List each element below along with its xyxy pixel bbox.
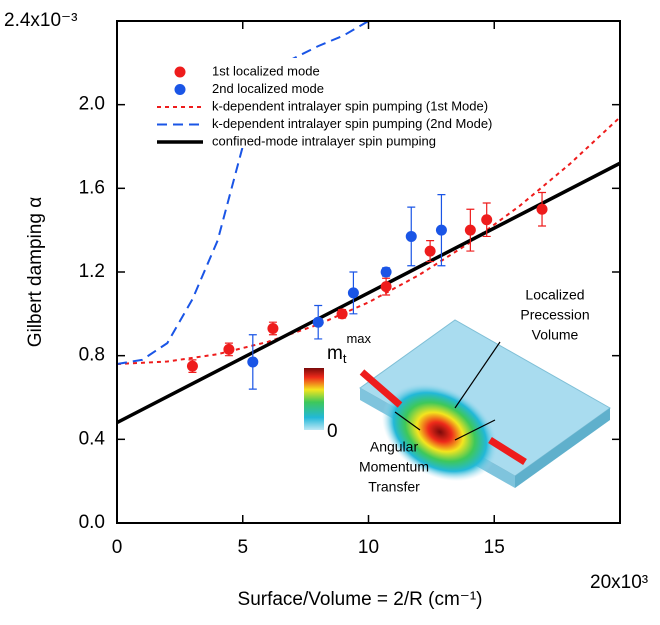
pointer	[454, 419, 496, 441]
arrow	[488, 437, 527, 465]
colorbar-min: 0	[327, 421, 338, 442]
point	[247, 356, 259, 368]
annotation: Precession	[520, 307, 589, 323]
y-axis-label: Gilbert damping α	[25, 197, 46, 347]
arrow	[359, 369, 403, 408]
precession-spot	[381, 382, 499, 482]
colorbar-max-sup: max	[346, 331, 371, 346]
plot-area: 1st localized mode 2nd localized mode k-de…	[117, 21, 620, 425]
x-tick-label: 10	[358, 537, 379, 558]
point	[267, 322, 279, 334]
inset: mt max 0 Localized Precession Volume Angu…	[304, 287, 611, 495]
legend-label: k-dependent intralayer spin pumping (1st…	[212, 98, 488, 113]
colorbar-max: mt max	[327, 331, 372, 366]
x-tick-label: 15	[484, 537, 505, 558]
x-tick-label: 0	[112, 537, 123, 558]
pointer	[394, 411, 421, 431]
y-tick-label: 0.8	[79, 345, 105, 366]
annotation: Angular	[370, 439, 419, 455]
point	[223, 343, 235, 355]
colorbar-max-sub: t	[343, 351, 347, 366]
legend-label: confined-mode intralayer spin pumping	[212, 133, 436, 148]
point	[336, 308, 348, 320]
annotation: Momentum	[359, 459, 429, 475]
lines	[117, 21, 620, 425]
point	[464, 224, 476, 236]
y-tick-label: 0.0	[79, 512, 105, 533]
x-axis-label: Surface/Volume = 2/R (cm⁻¹)	[238, 589, 483, 610]
point	[405, 230, 417, 242]
line-series	[117, 161, 620, 425]
y-tick-label: 2.4x10⁻³	[4, 10, 77, 31]
pointer	[454, 341, 501, 409]
y-tick-label: 0.4	[79, 428, 106, 449]
point	[380, 266, 392, 278]
point	[380, 281, 392, 293]
legend-marker	[174, 66, 186, 78]
legend-label: 1st localized mode	[212, 63, 320, 78]
point	[481, 214, 493, 226]
y-tick-label: 2.0	[79, 94, 105, 115]
x-tick-label: 5	[237, 537, 248, 558]
x-tick-label: 20x10³	[590, 572, 648, 593]
y-tick-label: 1.2	[79, 261, 105, 282]
point	[347, 287, 359, 299]
y-tick-label: 1.6	[79, 177, 105, 198]
annotation: Transfer	[368, 479, 420, 495]
legend-label: k-dependent intralayer spin pumping (2nd…	[212, 116, 492, 131]
annotation: Localized	[525, 287, 584, 303]
point	[424, 245, 436, 257]
point	[435, 224, 447, 236]
colorbar-max-m: m	[327, 343, 343, 364]
point	[536, 203, 548, 215]
legend-marker	[174, 84, 186, 95]
point	[186, 360, 198, 372]
annotation: Volume	[532, 327, 579, 343]
legend: 1st localized mode 2nd localized mode k-de…	[150, 58, 492, 148]
colorbar	[304, 368, 324, 430]
legend-label: 2nd localized mode	[212, 81, 324, 96]
slab-side	[515, 408, 610, 488]
legend-box	[150, 58, 490, 148]
point	[312, 316, 324, 328]
